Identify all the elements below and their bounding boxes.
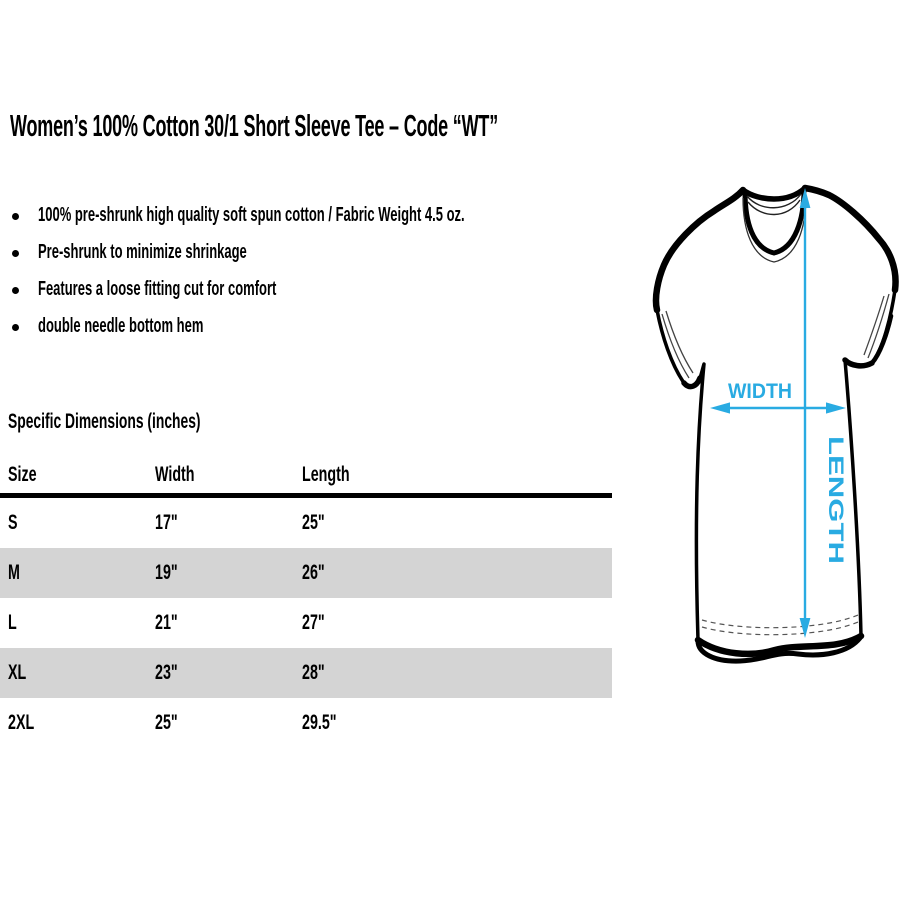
- collar-stitch-inner-1: [746, 193, 802, 209]
- width-value: 25": [155, 711, 178, 734]
- collar-outline: [742, 188, 807, 256]
- page-title: Women’s 100% Cotton 30/1 Short Sleeve Te…: [10, 108, 499, 143]
- length-value: 28": [302, 661, 325, 684]
- right-sleeve-stitch-2: [863, 295, 885, 356]
- bullet-icon: [12, 287, 19, 294]
- length-label: LENGTH: [824, 436, 847, 564]
- column-header-width: Width: [155, 463, 195, 486]
- table-row-xl: XL 23" 28": [0, 648, 612, 698]
- size-value: S: [8, 511, 18, 534]
- width-label: WIDTH: [728, 380, 792, 403]
- length-value: 25": [302, 511, 325, 534]
- length-arrow: [799, 188, 811, 638]
- list-item: Pre-shrunk to minimize shrinkage: [0, 234, 694, 271]
- left-sleeve-stitch-2: [665, 310, 694, 374]
- width-value: 19": [155, 561, 178, 584]
- right-sleeve-stitch-1: [867, 293, 890, 359]
- hem-bold-line: [694, 632, 865, 658]
- dimensions-heading: Specific Dimensions (inches): [8, 410, 201, 433]
- bullet-icon: [12, 324, 19, 331]
- feature-list: 100% pre-shrunk high quality soft spun c…: [0, 197, 694, 345]
- left-underarm-line: [681, 375, 703, 390]
- table-row-m: M 19" 26": [0, 548, 612, 598]
- collar-stitch-outer: [742, 194, 807, 263]
- width-value: 17": [155, 511, 178, 534]
- column-header-size: Size: [8, 463, 37, 486]
- length-value: 29.5": [302, 711, 337, 734]
- length-value: 26": [302, 561, 325, 584]
- right-sleeve-fold: [869, 313, 894, 366]
- list-item: 100% pre-shrunk high quality soft spun c…: [0, 197, 694, 234]
- width-value: 23": [155, 661, 178, 684]
- list-item: double needle bottom hem: [0, 308, 694, 345]
- right-underarm-line: [842, 357, 875, 369]
- size-value: L: [8, 611, 17, 634]
- column-header-length: Length: [302, 463, 350, 486]
- length-value: 27": [302, 611, 325, 634]
- collar-stitch-inner-2: [747, 199, 801, 216]
- list-item: Features a loose fitting cut for comfort: [0, 271, 694, 308]
- width-arrow: [710, 402, 846, 414]
- width-value: 21": [155, 611, 178, 634]
- table-row-2xl: 2XL 25" 29.5": [0, 698, 612, 748]
- left-sleeve-stitch-1: [661, 313, 690, 379]
- right-shoulder-line: [801, 184, 899, 294]
- tshirt-illustration: WIDTH LENGTH: [652, 184, 899, 664]
- size-value: XL: [8, 661, 27, 684]
- bullet-icon: [12, 250, 19, 257]
- bullet-icon: [12, 213, 19, 220]
- table-row-s: S 17" 25": [0, 498, 612, 548]
- tshirt-measurement-diagram: WIDTH LENGTH: [640, 168, 900, 680]
- hem-fold-line: [695, 635, 863, 664]
- table-header-row: Size Width Length: [0, 456, 612, 493]
- table-row-l: L 21" 27": [0, 598, 612, 648]
- size-value: M: [8, 561, 20, 584]
- left-shoulder-line: [652, 186, 747, 314]
- size-chart-table: Size Width Length S 17" 25" M 19" 26" L …: [0, 456, 612, 748]
- size-value: 2XL: [8, 711, 35, 734]
- back-collar-line: [740, 185, 808, 202]
- table-divider: [0, 493, 612, 498]
- tshirt-outline: [654, 186, 898, 656]
